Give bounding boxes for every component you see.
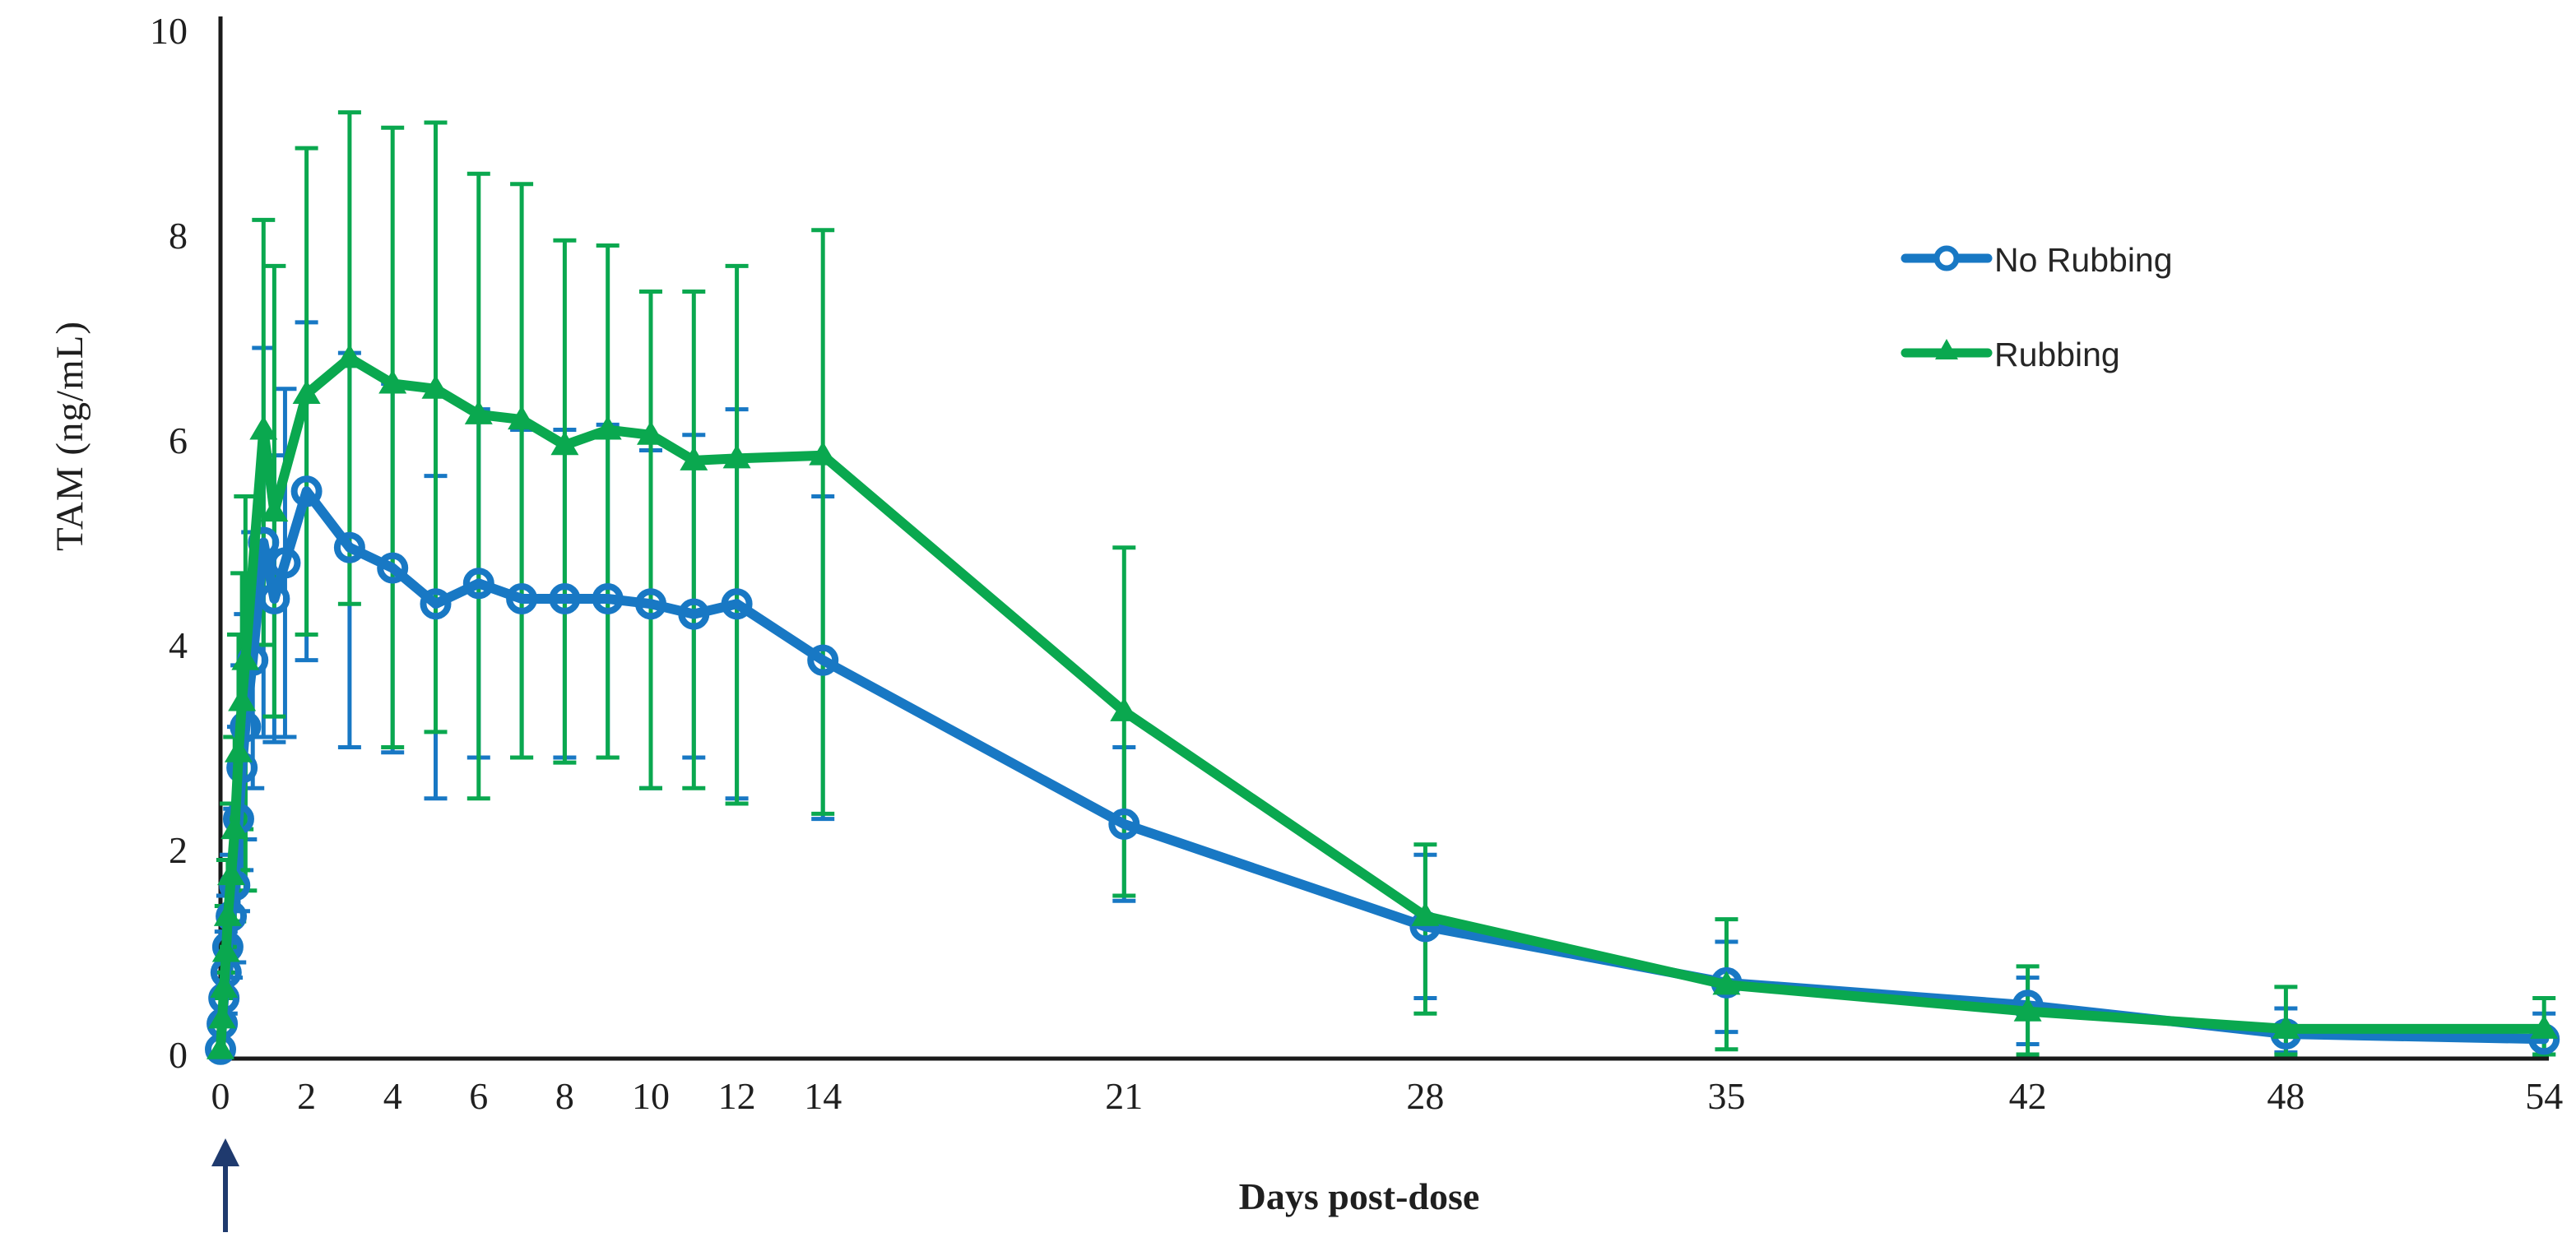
x-tick-label: 2 [297,1075,316,1117]
data-point-triangle [208,1004,237,1029]
y-tick-label: 10 [150,10,188,52]
rubbing-line-triangle-swatch [1901,335,1993,375]
data-point-triangle [2013,997,2042,1022]
x-tick-label: 4 [383,1075,402,1117]
data-point-triangle [508,406,536,430]
data-point-triangle [211,938,240,962]
x-axis-title: Days post-dose [1238,1175,1480,1217]
data-point-circle [420,588,452,620]
y-tick-label: 8 [169,215,188,257]
data-point-triangle [231,646,260,670]
data-point-triangle [1712,971,1741,995]
data-point-triangle [464,400,493,424]
data-point-triangle [680,446,708,470]
data-point-triangle [722,444,751,469]
data-point-circle [506,582,538,614]
x-tick-label: 21 [1105,1075,1143,1117]
data-point-circle [333,531,365,563]
data-point-triangle [207,1035,234,1059]
data-point-triangle [637,420,665,445]
data-point-circle [549,582,581,614]
data-point-circle [592,582,624,614]
x-tick-label: 0 [211,1075,230,1117]
data-point-circle [721,588,753,620]
data-point-triangle [550,431,579,456]
data-point-circle [258,582,290,614]
data-point-triangle [249,415,278,440]
legend: No Rubbing Rubbing [1901,240,2173,375]
y-axis-title: TAM (ng/mL) [49,320,91,552]
data-point-triangle [2530,1014,2559,1039]
x-tick-label: 14 [804,1075,842,1117]
data-point-circle [807,644,839,676]
data-point-circle [635,588,666,620]
legend-label-rubbing: Rubbing [1994,336,2120,373]
data-point-circle [678,598,710,630]
y-tick-label: 6 [169,419,188,461]
legend-item-rubbing: Rubbing [1901,335,2173,375]
data-point-triangle [220,815,249,840]
x-tick-label: 28 [1406,1075,1444,1117]
x-tick-label: 42 [2009,1075,2047,1117]
data-point-triangle [292,379,321,404]
data-point-triangle [809,441,838,466]
data-point-circle [462,568,494,600]
data-point-triangle [2272,1014,2300,1039]
data-point-triangle [378,369,407,394]
data-point-circle [269,547,301,579]
dose-arrow [211,1138,239,1232]
data-point-triangle [421,374,450,399]
x-tick-label: 8 [555,1075,574,1117]
data-point-triangle [260,498,289,522]
x-tick-label: 12 [718,1075,756,1117]
y-tick-label: 4 [169,624,188,666]
triangle-marker-icon [1901,339,1993,359]
data-point-triangle [213,901,242,926]
circle-marker-icon [1901,245,1993,271]
data-point-circle [1108,808,1140,840]
x-tick-label: 48 [2267,1075,2304,1117]
y-tick-label: 0 [169,1034,188,1076]
x-tick-label: 10 [632,1075,670,1117]
series-rubbing [207,344,2559,1059]
y-tick-label: 2 [169,829,188,871]
x-tick-label: 54 [2525,1075,2563,1117]
series-no-rubbing [205,475,2560,1065]
data-point-triangle [224,738,253,762]
data-point-triangle [210,974,239,999]
data-point-triangle [1411,901,1440,926]
x-tick-label: 6 [469,1075,488,1117]
data-point-triangle [228,687,257,711]
data-point-triangle [1110,697,1139,721]
data-point-circle [377,552,409,584]
legend-item-no-rubbing: No Rubbing [1901,240,2173,280]
data-point-triangle [335,344,364,368]
legend-label-no-rubbing: No Rubbing [1994,241,2173,279]
no-rubbing-line-circle-swatch [1901,240,1993,280]
data-point-circle [290,475,323,507]
x-tick-label: 35 [1708,1075,1746,1117]
data-point-triangle [593,415,622,440]
data-point-triangle [217,861,246,886]
